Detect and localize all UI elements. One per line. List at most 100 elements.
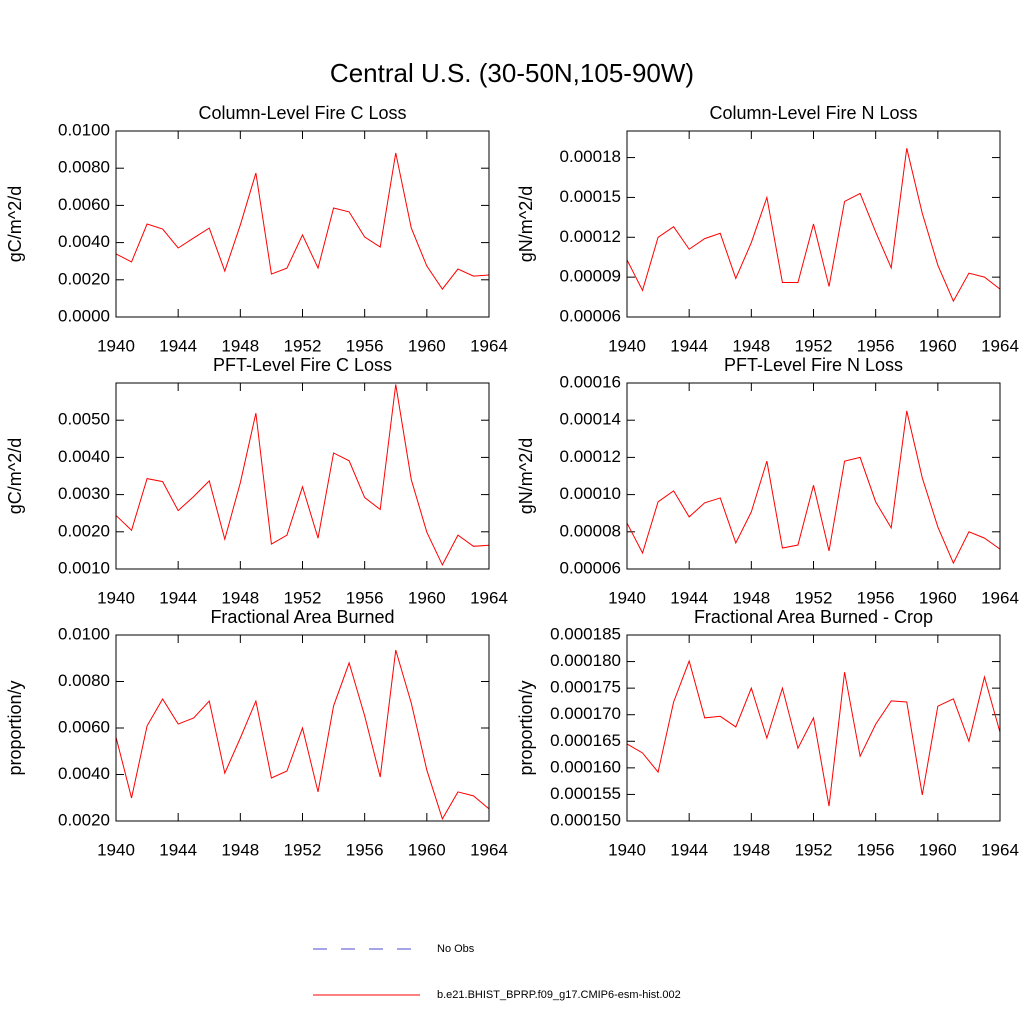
x-tick-label: 1956 (346, 588, 384, 607)
data-line (115, 649, 490, 821)
y-tick-label: 0.0030 (58, 484, 110, 503)
x-tick-label: 1960 (919, 336, 957, 355)
x-tick-label: 1960 (408, 336, 446, 355)
x-tick-label: 1964 (470, 840, 508, 859)
x-tick-label: 1964 (981, 840, 1019, 859)
panel-title: Column-Level Fire C Loss (198, 103, 406, 123)
x-tick-label: 1948 (732, 588, 770, 607)
y-tick-label: 0.00018 (560, 147, 621, 166)
data-line (626, 659, 1001, 807)
y-tick-label: 0.0050 (58, 410, 110, 429)
y-tick-label: 0.0020 (58, 521, 110, 540)
plot-frame (115, 634, 490, 822)
y-tick-label: 0.00016 (560, 372, 621, 391)
x-tick-label: 1952 (284, 336, 322, 355)
x-tick-label: 1960 (919, 588, 957, 607)
y-tick-label: 0.00015 (560, 187, 621, 206)
panel-title: Fractional Area Burned (210, 607, 394, 627)
x-tick-label: 1952 (795, 336, 833, 355)
panel: Fractional Area Burned proportion/y 0.0020… (5, 607, 508, 860)
y-axis-label: proportion/y (5, 680, 25, 775)
y-tick-label: 0.0040 (58, 447, 110, 466)
y-tick-label: 0.000150 (550, 810, 621, 829)
x-tick-label: 1952 (795, 840, 833, 859)
y-tick-label: 0.000165 (550, 731, 621, 750)
y-axis-label: proportion/y (516, 680, 536, 775)
x-tick-label: 1944 (670, 336, 708, 355)
y-tick-label: 0.0060 (58, 195, 110, 214)
x-tick-label: 1960 (408, 840, 446, 859)
x-tick-label: 1956 (857, 588, 895, 607)
y-axis-label: gC/m^2/d (5, 186, 25, 262)
y-tick-label: 0.000185 (550, 624, 621, 643)
data-line (115, 384, 490, 567)
x-tick-label: 1956 (857, 840, 895, 859)
x-tick-label: 1952 (795, 588, 833, 607)
x-tick-label: 1948 (221, 336, 259, 355)
x-tick-label: 1944 (670, 588, 708, 607)
y-tick-label: 0.0080 (58, 158, 110, 177)
y-tick-label: 0.0080 (58, 671, 110, 690)
legend-label: b.e21.BHIST_BPRP.f09_g17.CMIP6-esm-hist.… (437, 989, 681, 1001)
panel: Column-Level Fire C Loss gC/m^2/d 0.0000 0.… (5, 103, 508, 356)
y-tick-label: 0.00010 (560, 484, 621, 503)
panel-title: PFT-Level Fire N Loss (724, 355, 903, 375)
y-tick-label: 0.0010 (58, 558, 110, 577)
panel-title: Fractional Area Burned - Crop (694, 607, 933, 627)
x-tick-label: 1948 (221, 588, 259, 607)
panel: PFT-Level Fire N Loss gN/m^2/d 0.00006 0.00… (516, 355, 1019, 608)
y-tick-label: 0.0040 (58, 232, 110, 251)
panel: Column-Level Fire N Loss gN/m^2/d 0.00006 0… (516, 103, 1019, 356)
plot-frame (115, 382, 490, 570)
panel-title: PFT-Level Fire C Loss (213, 355, 392, 375)
y-tick-label: 0.0100 (58, 624, 110, 643)
y-tick-label: 0.000155 (550, 784, 621, 803)
y-tick-label: 0.00006 (560, 558, 621, 577)
x-tick-label: 1940 (97, 840, 135, 859)
panel: PFT-Level Fire C Loss gC/m^2/d 0.0010 0.002… (5, 355, 508, 608)
y-tick-label: 0.00008 (560, 521, 621, 540)
y-tick-label: 0.00009 (560, 267, 621, 286)
y-tick-label: 0.0020 (58, 269, 110, 288)
y-axis-label: gN/m^2/d (516, 186, 536, 262)
x-tick-label: 1944 (159, 840, 197, 859)
x-tick-label: 1948 (221, 840, 259, 859)
x-tick-label: 1964 (981, 336, 1019, 355)
panel: Fractional Area Burned - Crop proportion/… (516, 607, 1019, 860)
x-tick-label: 1944 (159, 336, 197, 355)
figure-title: Central U.S. (30-50N,105-90W) (330, 58, 694, 88)
y-tick-label: 0.00012 (560, 227, 621, 246)
y-tick-label: 0.000175 (550, 678, 621, 697)
x-tick-label: 1956 (346, 840, 384, 859)
y-tick-label: 0.0060 (58, 717, 110, 736)
x-tick-label: 1952 (284, 588, 322, 607)
y-tick-label: 0.0100 (58, 120, 110, 139)
x-tick-label: 1956 (346, 336, 384, 355)
data-line (115, 152, 490, 290)
y-tick-label: 0.000170 (550, 704, 621, 723)
x-tick-label: 1940 (97, 588, 135, 607)
panel-title: Column-Level Fire N Loss (709, 103, 917, 123)
y-tick-label: 0.0000 (58, 306, 110, 325)
x-tick-label: 1956 (857, 336, 895, 355)
y-axis-label: gC/m^2/d (5, 438, 25, 514)
x-tick-label: 1952 (284, 840, 322, 859)
x-tick-label: 1948 (732, 336, 770, 355)
x-tick-label: 1944 (159, 588, 197, 607)
y-axis-label: gN/m^2/d (516, 438, 536, 514)
plot-frame (115, 130, 490, 318)
x-tick-label: 1944 (670, 840, 708, 859)
y-tick-label: 0.0040 (58, 764, 110, 783)
data-line (626, 148, 1001, 303)
y-tick-label: 0.000160 (550, 757, 621, 776)
x-tick-label: 1940 (608, 588, 646, 607)
x-tick-label: 1964 (470, 336, 508, 355)
x-tick-label: 1964 (981, 588, 1019, 607)
y-tick-label: 0.00006 (560, 306, 621, 325)
x-tick-label: 1964 (470, 588, 508, 607)
y-tick-label: 0.0020 (58, 810, 110, 829)
x-tick-label: 1940 (97, 336, 135, 355)
x-tick-label: 1940 (608, 840, 646, 859)
y-tick-label: 0.00012 (560, 447, 621, 466)
